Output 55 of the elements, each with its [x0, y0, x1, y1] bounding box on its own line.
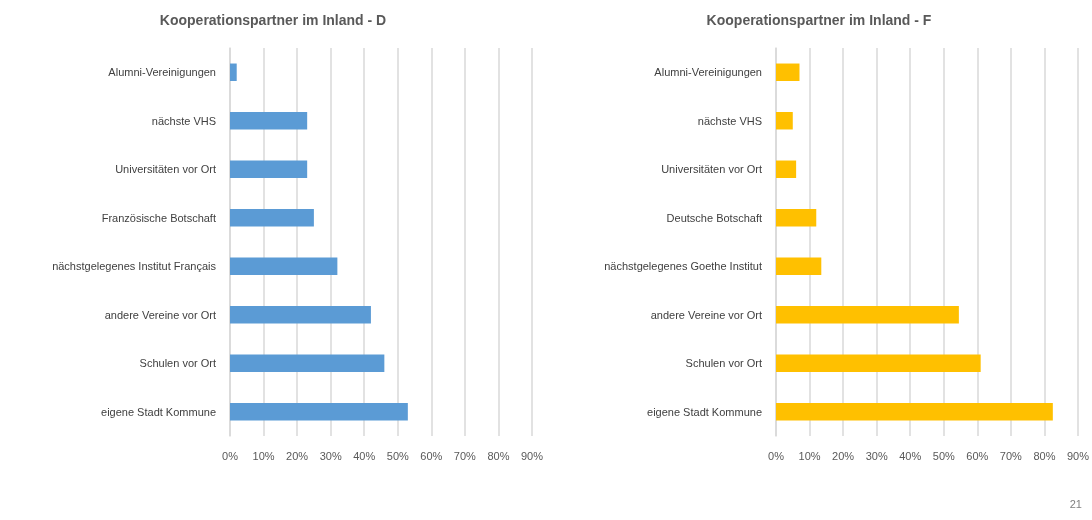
bar [776, 209, 817, 227]
x-tick-label: 10% [798, 449, 821, 462]
chart-title: Kooperationspartner im Inland - D [159, 12, 387, 28]
x-tick-label: 0% [768, 449, 785, 462]
x-tick-label: 60% [420, 449, 443, 462]
y-tick-label: eigene Stadt Kommune [101, 405, 216, 418]
x-tick-label: 90% [520, 449, 544, 462]
chart-title: Kooperationspartner im Inland - F [706, 12, 932, 28]
bar [776, 257, 822, 275]
x-tick-label: 70% [999, 449, 1023, 462]
y-tick-label: Schulen vor Ort [685, 357, 762, 370]
y-tick-label: andere Vereine vor Ort [650, 308, 762, 321]
y-tick-label: nächstgelegenes Institut Français [52, 260, 217, 273]
bar [776, 306, 959, 324]
y-tick-label: Alumni-Vereinigungen [654, 66, 762, 79]
x-tick-label: 90% [1066, 449, 1090, 462]
bar [230, 306, 371, 324]
x-tick-label: 40% [353, 449, 376, 462]
x-tick-label: 50% [932, 449, 955, 462]
y-tick-label: andere Vereine vor Ort [104, 308, 216, 321]
bar [776, 403, 1053, 421]
bar [230, 257, 338, 275]
y-tick-label: Universitäten vor Ort [115, 163, 216, 176]
bar [230, 112, 308, 130]
bar [230, 354, 385, 372]
y-tick-label: eigene Stadt Kommune [647, 405, 762, 418]
bar [776, 63, 800, 81]
bar [776, 354, 981, 372]
bar [230, 63, 237, 81]
y-tick-label: Alumni-Vereinigungen [108, 66, 216, 79]
bar [776, 160, 797, 178]
bar [776, 112, 793, 130]
y-tick-label: Französische Botschaft [101, 211, 216, 224]
y-tick-label: Schulen vor Ort [139, 357, 216, 370]
y-tick-label: nächstgelegenes Goethe Institut [604, 260, 762, 273]
x-tick-label: 10% [252, 449, 275, 462]
x-tick-label: 20% [286, 449, 309, 462]
x-tick-label: 0% [222, 449, 239, 462]
x-tick-label: 80% [1033, 449, 1056, 462]
x-tick-label: 20% [832, 449, 855, 462]
x-tick-label: 70% [453, 449, 477, 462]
y-tick-label: nächste VHS [697, 114, 762, 127]
x-tick-label: 30% [865, 449, 888, 462]
x-tick-label: 30% [319, 449, 342, 462]
y-tick-label: nächste VHS [151, 114, 216, 127]
bar [230, 403, 408, 421]
bar [230, 209, 314, 227]
y-tick-label: Deutsche Botschaft [666, 211, 762, 224]
bar [230, 160, 308, 178]
x-tick-label: 60% [966, 449, 989, 462]
text: 21 [1069, 498, 1082, 510]
x-tick-label: 40% [899, 449, 922, 462]
y-tick-label: Universitäten vor Ort [661, 163, 762, 176]
x-tick-label: 80% [487, 449, 510, 462]
x-tick-label: 50% [386, 449, 409, 462]
